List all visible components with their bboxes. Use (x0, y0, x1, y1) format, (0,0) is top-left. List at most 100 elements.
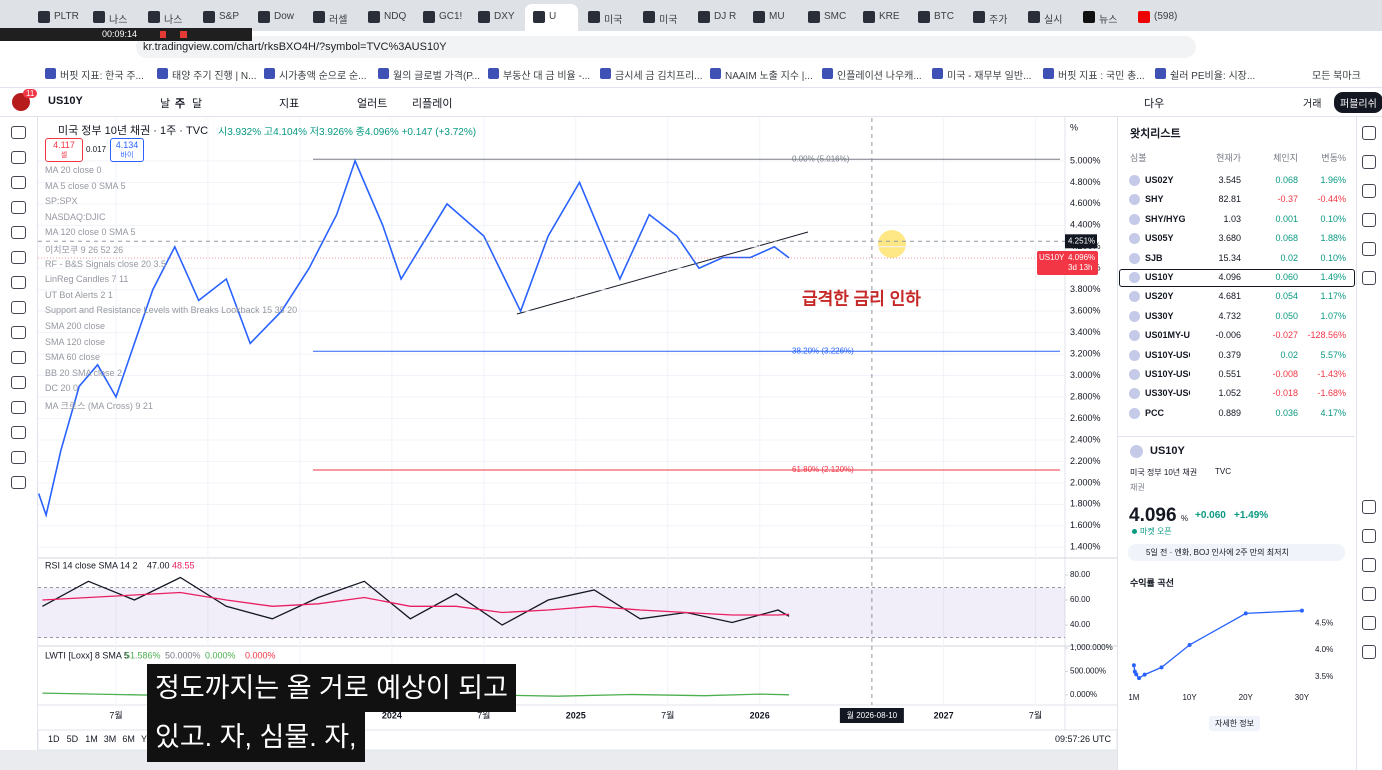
indicator-legend[interactable]: MA 5 close 0 SMA 5 (45, 180, 126, 191)
browser-tab[interactable]: NDQ (360, 4, 413, 31)
indicator-legend[interactable]: 이치모쿠 9 26 52 26 (45, 245, 124, 255)
browser-tab[interactable]: Dow (250, 4, 303, 31)
symbol-search[interactable]: US10Y (48, 95, 83, 107)
x-tick-label: 7월 (661, 709, 674, 720)
buy-button[interactable]: 4.134 바이 (110, 138, 144, 162)
panel-icon[interactable] (1362, 271, 1376, 285)
indicator-legend[interactable]: BB 20 SMA close 2 (45, 367, 123, 378)
browser-tab[interactable]: 뉴스 (1075, 4, 1128, 31)
browser-tab[interactable]: KRE (855, 4, 908, 31)
range-button[interactable]: 5D (66, 734, 79, 744)
browser-tab[interactable]: DXY (470, 4, 523, 31)
interval-button[interactable]: 날 (160, 98, 171, 110)
browser-tab[interactable]: S&P (195, 4, 248, 31)
tab-title: 러셀 (329, 15, 348, 26)
browser-tab[interactable]: U (525, 4, 578, 31)
interval-button[interactable]: 주 (175, 98, 186, 110)
record-pause[interactable] (180, 31, 187, 38)
range-button[interactable]: 6M (122, 734, 135, 744)
indicator-legend[interactable]: MA 크로스 (MA Cross) 9 21 (45, 401, 153, 411)
browser-tab[interactable]: BTC (910, 4, 963, 31)
browser-tab[interactable]: MU (745, 4, 798, 31)
panel-icon[interactable] (1362, 500, 1376, 514)
indicator-legend[interactable]: SMA 60 close (45, 352, 101, 363)
browser-tab[interactable]: GC1! (415, 4, 468, 31)
drawing-tool[interactable] (11, 151, 26, 164)
watchlist-row[interactable] (1119, 269, 1355, 287)
indicator-legend[interactable]: NASDAQ:DJIC (45, 211, 106, 222)
range-button[interactable]: 1D (48, 734, 60, 744)
indicator-legend[interactable]: SP:SPX (45, 196, 78, 207)
panel-icon[interactable] (1362, 242, 1376, 256)
browser-tab[interactable]: 주가 (965, 4, 1018, 31)
symbol-icon (1129, 233, 1140, 245)
drawing-tool[interactable] (11, 326, 26, 339)
indicator-legend[interactable]: UT Bot Alerts 2 1 (45, 289, 113, 300)
panel-icon[interactable] (1362, 529, 1376, 543)
drawing-tool[interactable] (11, 301, 26, 314)
trade-button[interactable]: 거래 (1303, 99, 1322, 110)
indicator-legend[interactable]: DC 20 0 (45, 383, 79, 394)
indicator-legend[interactable]: MA 120 close 0 SMA 5 (45, 227, 136, 238)
tab-favicon (698, 11, 710, 23)
indicators-button[interactable]: 지표 (279, 98, 300, 110)
news-text[interactable]: 5일 전 · 엔화, BOJ 인사에 2주 만의 최저치 (1146, 548, 1289, 557)
watchlist-title[interactable]: 왓치리스트 (1130, 128, 1181, 140)
alerts-button[interactable]: 얼러트 (357, 98, 388, 110)
indicator-legend[interactable]: SMA 200 close (45, 321, 106, 331)
panel-icon[interactable] (1362, 558, 1376, 572)
panel-icon[interactable] (1362, 184, 1376, 198)
fib-label: 38.20% (3.226%) (792, 346, 854, 355)
drawing-tool[interactable] (11, 276, 26, 289)
browser-tab[interactable]: 나스 (85, 4, 138, 31)
all-bookmarks[interactable]: 모든 북마크 (1312, 71, 1361, 82)
browser-tab[interactable]: DJ R (690, 4, 743, 31)
panel-icon[interactable] (1362, 213, 1376, 227)
more-info-button[interactable]: 자세한 정보 (1209, 716, 1261, 731)
drawing-tool[interactable] (11, 451, 26, 464)
range-button[interactable]: 3M (103, 734, 117, 744)
drawing-tool[interactable] (11, 226, 26, 239)
indicator-legend[interactable]: RF - B&S Signals close 20 3.5 (45, 258, 167, 269)
drawing-tool[interactable] (11, 401, 26, 414)
drawing-tool[interactable] (11, 251, 26, 264)
browser-tab[interactable]: 실시 (1020, 4, 1073, 31)
interval-button[interactable]: 달 (192, 98, 203, 110)
yield-curve-title: 수익률 곡선 (1130, 578, 1174, 588)
browser-tab[interactable]: 나스 (140, 4, 193, 31)
panel-icon[interactable] (1362, 126, 1376, 140)
drawing-tool[interactable] (11, 126, 26, 139)
url-field[interactable] (136, 36, 1196, 58)
tab-title: (598) (1154, 11, 1178, 22)
drawing-tool[interactable] (11, 201, 26, 214)
indicator-legend[interactable]: LinReg Candles 7 11 (45, 274, 129, 285)
drawing-tool[interactable] (11, 426, 26, 439)
panel-icon[interactable] (1362, 587, 1376, 601)
drawing-tool[interactable] (11, 351, 26, 364)
url-text[interactable]: kr.tradingview.com/chart/rksBXO4H/?symbo… (143, 41, 447, 53)
drawing-tool[interactable] (11, 476, 26, 489)
indicator-legend[interactable]: MA 20 close 0 (45, 165, 102, 175)
panel-icon[interactable] (1362, 645, 1376, 659)
browser-tab[interactable]: PLTR (30, 4, 83, 31)
browser-tab[interactable]: 미국 (580, 4, 633, 31)
detail-price: 4.096 (1129, 505, 1177, 526)
publish-button[interactable]: 퍼블리쉬 (1334, 92, 1382, 113)
record-stop[interactable] (160, 31, 166, 38)
layout-button[interactable]: 다우 (1144, 98, 1165, 110)
tab-title: 미국 (659, 15, 678, 26)
indicator-legend[interactable]: Support and Resistance Levels with Break… (45, 305, 298, 316)
news-box[interactable] (1128, 544, 1345, 561)
browser-tab[interactable]: 러셀 (305, 4, 358, 31)
replay-button[interactable]: 리플레이 (412, 98, 453, 110)
browser-tab[interactable]: 미국 (635, 4, 688, 31)
browser-tab[interactable]: (598) (1130, 4, 1183, 31)
browser-tab[interactable]: SMC (800, 4, 853, 31)
sell-button[interactable]: 4.117 셀 (45, 138, 83, 162)
panel-icon[interactable] (1362, 155, 1376, 169)
range-button[interactable]: 1M (85, 734, 98, 744)
drawing-tool[interactable] (11, 176, 26, 189)
indicator-legend[interactable]: SMA 120 close (45, 336, 106, 347)
drawing-tool[interactable] (11, 376, 26, 389)
panel-icon[interactable] (1362, 616, 1376, 630)
